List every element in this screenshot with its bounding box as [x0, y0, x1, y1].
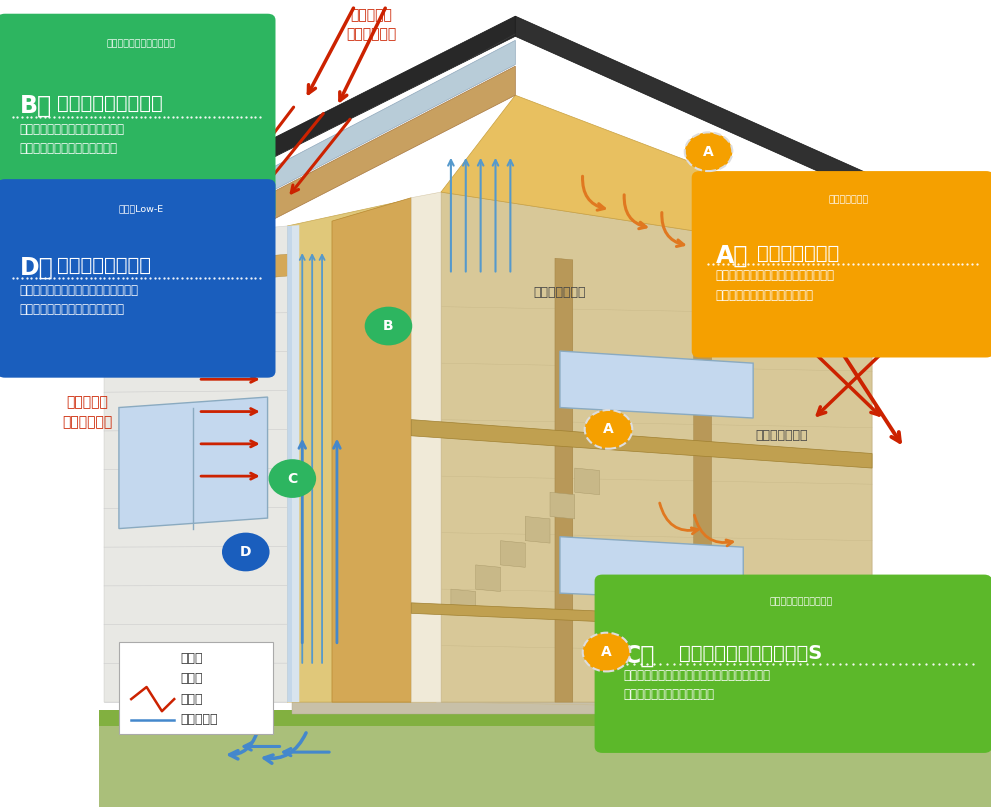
Polygon shape	[560, 351, 753, 418]
Circle shape	[222, 533, 270, 571]
Text: 赤外線: 赤外線	[180, 692, 203, 705]
Text: C: C	[287, 471, 297, 486]
Polygon shape	[500, 541, 525, 567]
Polygon shape	[119, 284, 268, 359]
Text: A．: A．	[716, 244, 748, 267]
Polygon shape	[127, 254, 287, 291]
Polygon shape	[127, 66, 515, 295]
Text: 夏の熱気を遮断: 夏の熱気を遮断	[755, 429, 808, 442]
Polygon shape	[476, 565, 500, 592]
Text: C．: C．	[623, 644, 655, 668]
Text: A: A	[602, 645, 611, 659]
Text: 複層ガラスサッシ: 複層ガラスサッシ	[57, 256, 152, 275]
Circle shape	[585, 410, 632, 449]
Text: アルミLow-E: アルミLow-E	[119, 204, 165, 213]
Polygon shape	[525, 516, 550, 543]
Text: B: B	[384, 319, 393, 333]
Circle shape	[269, 459, 316, 498]
Polygon shape	[119, 397, 268, 529]
Text: 太陽からの
赤外線を反射: 太陽からの 赤外線を反射	[347, 8, 396, 42]
Text: ハイレベルの断熱性を実現。熱損失が
少ないため冷暖房費を抑えます。: ハイレベルの断熱性を実現。熱損失が 少ないため冷暖房費を抑えます。	[20, 284, 139, 316]
Polygon shape	[451, 589, 476, 616]
Polygon shape	[550, 492, 575, 519]
Text: D: D	[240, 545, 252, 559]
Polygon shape	[555, 258, 573, 702]
Text: 遮熱タイプ通気スペーサー: 遮熱タイプ通気スペーサー	[107, 40, 176, 48]
Polygon shape	[411, 192, 441, 702]
Text: 現場発泡断熱材: 現場発泡断熱材	[828, 195, 869, 204]
Bar	[119, 642, 273, 734]
Polygon shape	[287, 225, 299, 702]
Circle shape	[685, 132, 732, 171]
Text: 熱　気: 熱 気	[180, 652, 203, 665]
Polygon shape	[99, 710, 991, 726]
Text: 透湿・防水・遮熱シート: 透湿・防水・遮熱シート	[769, 597, 832, 607]
Text: 太陽からの
赤外線を反射: 太陽からの 赤外線を反射	[62, 395, 112, 429]
Polygon shape	[292, 702, 892, 714]
Text: 空気の流れ: 空気の流れ	[180, 713, 218, 726]
Polygon shape	[560, 537, 743, 601]
Circle shape	[365, 307, 412, 345]
FancyBboxPatch shape	[0, 179, 275, 378]
Text: アクアフォーム: アクアフォーム	[757, 244, 839, 262]
Text: アクアシルバーウォールS: アクアシルバーウォールS	[679, 644, 823, 663]
Text: A: A	[604, 422, 613, 437]
Polygon shape	[441, 95, 912, 258]
Polygon shape	[287, 226, 292, 702]
Text: アクエアーシルバー: アクエアーシルバー	[57, 94, 164, 113]
Text: A: A	[704, 144, 714, 159]
Polygon shape	[515, 16, 932, 222]
Text: B．: B．	[20, 94, 52, 118]
FancyBboxPatch shape	[595, 575, 991, 753]
FancyBboxPatch shape	[692, 171, 991, 358]
Polygon shape	[104, 226, 287, 702]
Polygon shape	[411, 603, 872, 633]
Polygon shape	[912, 222, 951, 246]
Text: 冷　気: 冷 気	[180, 672, 203, 685]
Polygon shape	[441, 192, 872, 702]
Text: 夏場、暑くなりがちな小屋裏や冬場の
床下からの底冷えを防ぎます。: 夏場、暑くなりがちな小屋裏や冬場の 床下からの底冷えを防ぎます。	[716, 270, 834, 302]
Polygon shape	[94, 242, 127, 248]
Polygon shape	[332, 198, 411, 702]
Polygon shape	[99, 714, 991, 807]
Circle shape	[583, 633, 630, 671]
Text: 夏の熱気を遮断: 夏の熱気を遮断	[533, 286, 586, 299]
Text: 赤外線をカット。壁中の湿気を逃すことで結露
を防止することができます。: 赤外線をカット。壁中の湿気を逃すことで結露 を防止することができます。	[623, 669, 771, 701]
Polygon shape	[287, 194, 436, 702]
FancyBboxPatch shape	[0, 14, 275, 220]
Polygon shape	[411, 420, 872, 468]
Polygon shape	[127, 40, 515, 266]
Polygon shape	[694, 258, 712, 702]
Polygon shape	[104, 16, 515, 242]
Text: D．: D．	[20, 256, 54, 280]
Text: 太陽の赤外線を屋根で防ぐことで
冷房の効率をアップさせます。: 太陽の赤外線を屋根で防ぐことで 冷房の効率をアップさせます。	[20, 123, 125, 155]
Polygon shape	[575, 468, 600, 495]
